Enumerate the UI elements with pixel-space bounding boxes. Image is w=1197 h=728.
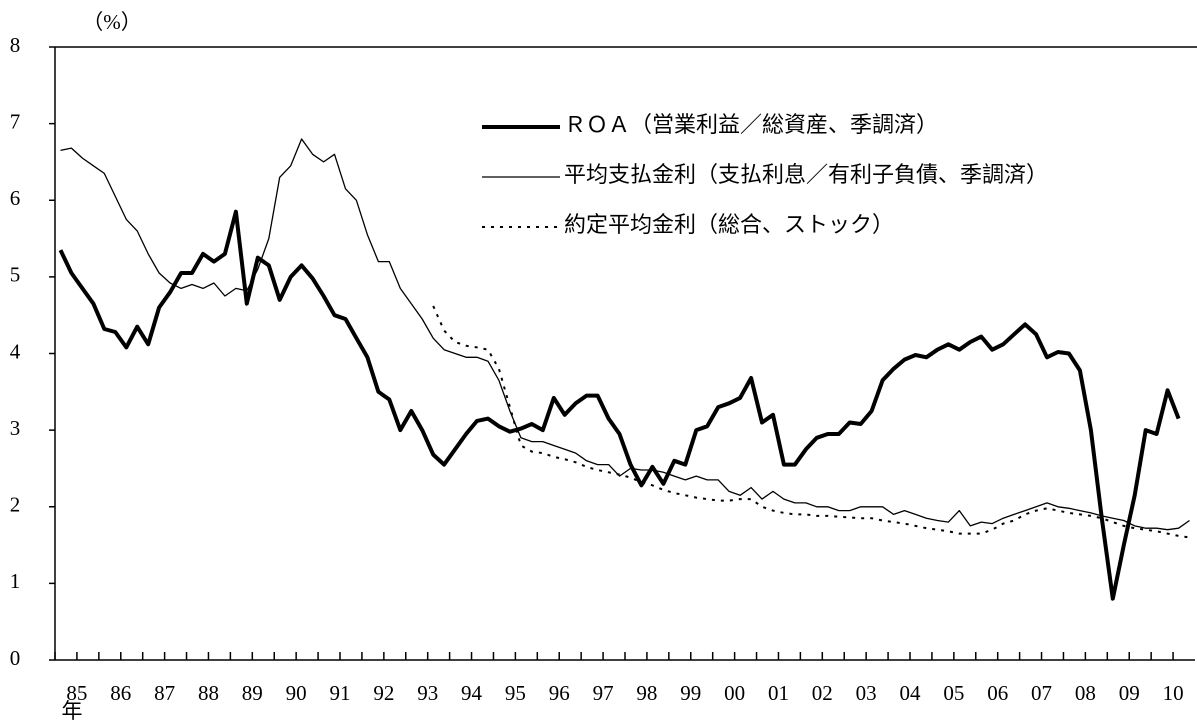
x-tick-label: 97: [593, 681, 614, 705]
x-tick-label: 91: [330, 681, 351, 705]
x-tick-label: 86: [110, 681, 131, 705]
x-tick-label: 88: [198, 681, 219, 705]
x-tick-label: 08: [1075, 681, 1096, 705]
legend-label: ＲＯＡ（営業利益／総資産、季調済）: [564, 112, 938, 137]
series-line: [432, 305, 1190, 539]
y-unit: （%）: [82, 10, 142, 34]
x-tick-label: 95: [505, 681, 526, 705]
y-tick-label: 4: [10, 339, 21, 363]
x-tick-label: 87: [154, 681, 175, 705]
x-tick-label: 93: [417, 681, 438, 705]
y-tick-label: 2: [10, 493, 21, 517]
x-tick-label: 07: [1031, 681, 1052, 705]
y-tick-label: 3: [10, 416, 21, 440]
y-tick-label: 0: [10, 646, 21, 670]
x-tick-label: 92: [373, 681, 394, 705]
x-tick-label: 90: [286, 681, 307, 705]
x-unit: 年: [62, 699, 83, 723]
x-tick-label: 94: [461, 681, 483, 705]
series-line: [60, 138, 1190, 531]
x-tick-label: 05: [943, 681, 964, 705]
y-tick-label: 1: [10, 569, 21, 593]
x-tick-label: 99: [680, 681, 701, 705]
y-tick-label: 8: [10, 33, 21, 57]
y-tick-label: 7: [10, 109, 21, 133]
legend-label: 平均支払金利（支払利息／有利子負債、季調済）: [564, 162, 1048, 187]
legend-label: 約定平均金利（総合、ストック）: [564, 212, 894, 237]
x-tick-label: 01: [768, 681, 789, 705]
x-tick-label: 89: [242, 681, 263, 705]
x-tick-label: 85: [66, 681, 87, 705]
y-tick-label: 6: [10, 186, 21, 210]
x-tick-label: 09: [1119, 681, 1140, 705]
series-line: [58, 209, 1181, 601]
x-tick-label: 02: [812, 681, 833, 705]
x-tick-label: 03: [856, 681, 877, 705]
x-tick-label: 04: [900, 681, 922, 705]
x-tick-label: 10: [1163, 681, 1184, 705]
x-tick-label: 06: [987, 681, 1008, 705]
x-tick-label: 98: [636, 681, 657, 705]
x-tick-label: 00: [724, 681, 745, 705]
y-tick-label: 5: [10, 263, 21, 287]
x-tick-label: 96: [549, 681, 570, 705]
